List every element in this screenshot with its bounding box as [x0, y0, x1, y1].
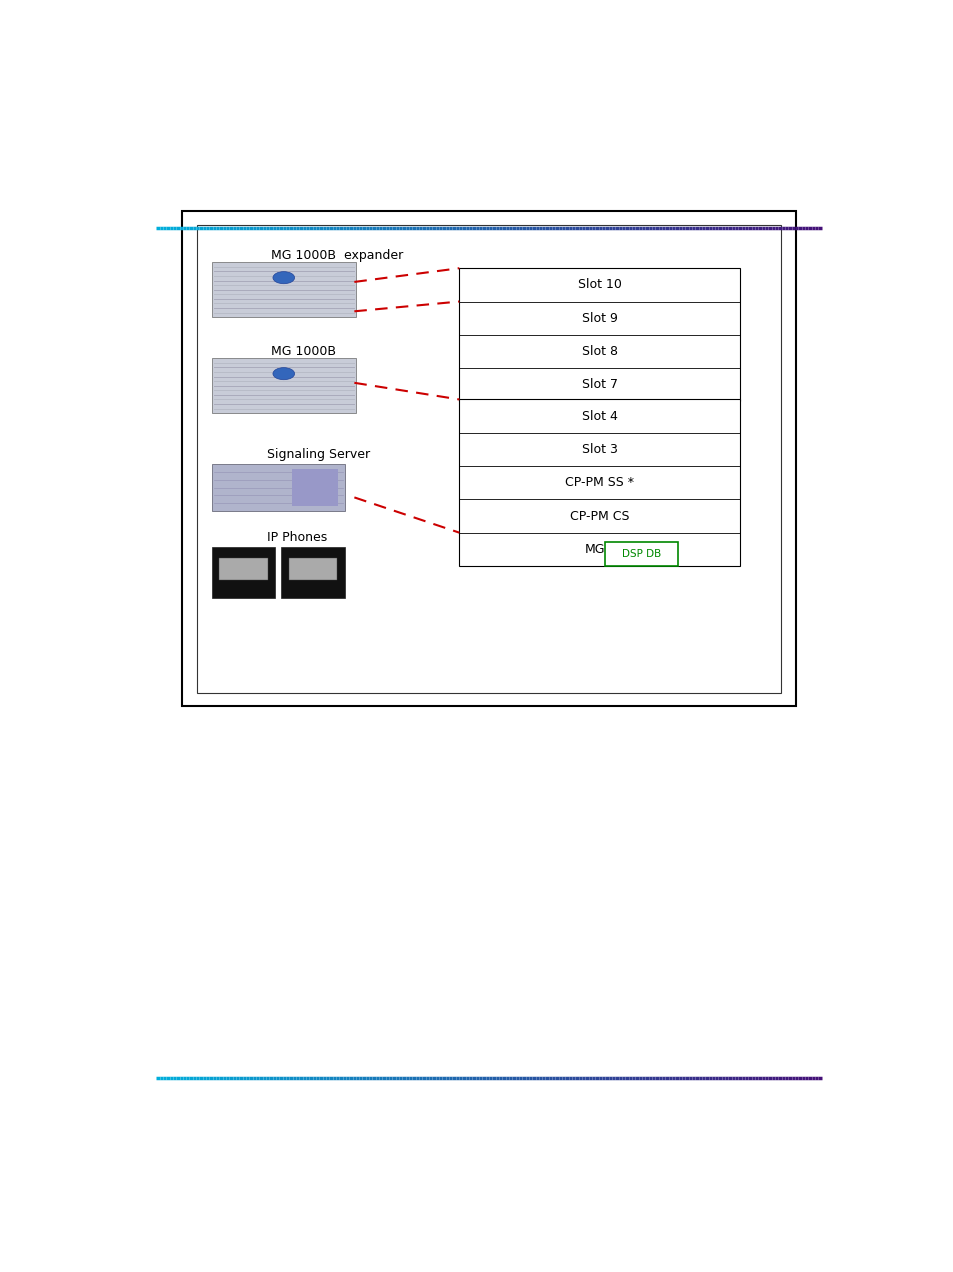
Bar	[212, 262, 355, 317]
Text: MGC: MGC	[584, 543, 614, 556]
Text: Slot 7: Slot 7	[581, 378, 618, 392]
Text: IP Phones: IP Phones	[267, 532, 327, 544]
Text: MG 1000B  expander: MG 1000B expander	[271, 249, 403, 262]
Bar	[292, 469, 337, 506]
Bar	[281, 547, 344, 598]
Text: Signaling Server: Signaling Server	[267, 448, 370, 462]
Ellipse shape	[273, 368, 294, 380]
Text: DSP DB: DSP DB	[621, 550, 660, 558]
Bar	[212, 547, 275, 598]
Bar	[289, 557, 336, 580]
Text: MG 1000B: MG 1000B	[271, 345, 335, 359]
Text: Slot 8: Slot 8	[581, 345, 618, 357]
Text: Slot 4: Slot 4	[581, 410, 618, 422]
Bar	[605, 542, 678, 566]
Bar	[196, 225, 781, 693]
Bar	[212, 359, 355, 413]
Bar	[459, 268, 740, 402]
Bar	[219, 557, 268, 580]
Text: Slot 9: Slot 9	[581, 312, 618, 324]
Bar	[182, 211, 795, 706]
Text: CP-PM SS *: CP-PM SS *	[565, 476, 634, 490]
Text: CP-PM CS: CP-PM CS	[570, 510, 629, 523]
Bar	[212, 464, 344, 511]
Text: Slot 3: Slot 3	[581, 443, 618, 455]
Text: Slot 10: Slot 10	[578, 279, 621, 291]
Ellipse shape	[273, 272, 294, 284]
Bar	[459, 399, 740, 566]
